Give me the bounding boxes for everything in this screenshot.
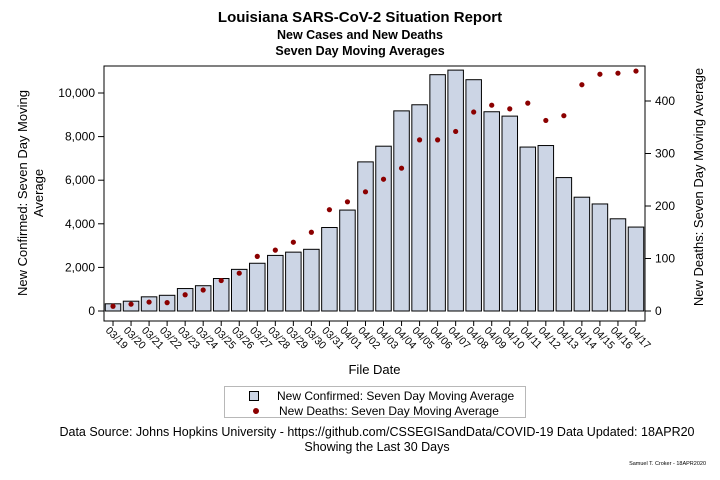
death-point-03-19 [110,303,116,309]
y2-axis-label: New Deaths: Seven Day Moving Average [691,68,706,306]
bar-04-04 [393,110,410,312]
bar-04-07 [447,69,464,312]
death-point-04-03 [380,176,387,182]
death-point-04-06 [435,137,441,143]
plot-frame [103,65,646,322]
y2-tick-label-100: 100 [655,252,675,266]
y-tick-label-8000: 8,000 [65,130,95,144]
y-tick-label-0: 0 [88,304,95,318]
legend-label-cases: New Confirmed: Seven Day Moving Average [277,388,515,403]
legend-label-deaths: New Deaths: Seven Day Moving Average [279,403,499,418]
y-axis-label-line-1: New Confirmed: Seven Day Moving [15,90,30,296]
bar-03-31 [321,227,338,312]
death-point-04-10 [507,106,513,112]
bar-03-30 [303,248,320,312]
death-point-04-01 [344,199,351,205]
death-point-03-29 [290,239,296,245]
bar-04-13 [555,177,573,312]
death-point-04-16 [615,70,621,76]
legend-item-deaths: New Deaths: Seven Day Moving Average [249,403,499,418]
bar-03-25 [212,278,230,312]
legend-item-cases: New Confirmed: Seven Day Moving Average [249,388,514,403]
death-point-03-21 [146,299,152,305]
death-point-04-07 [453,128,459,135]
y-tick-label-6000: 6,000 [65,173,95,187]
bar-04-15 [591,203,609,312]
bar-03-23 [176,288,194,312]
footnote-source: Data Source: Johns Hopkins University - … [59,425,695,439]
death-point-03-31 [326,207,333,213]
bar-04-08 [465,79,482,312]
bar-04-01 [339,209,356,312]
bar-04-06 [429,74,446,312]
title-block: Louisiana SARS-CoV-2 Situation Report Ne… [0,8,720,59]
bar-04-14 [573,196,591,312]
bar-04-12 [537,145,555,312]
y-axis-label-line-2: Average [31,169,46,217]
bar-04-11 [519,146,537,312]
chart-title: Louisiana SARS-CoV-2 Situation Report [217,9,503,26]
y-tick-label-2000: 2,000 [65,260,95,274]
death-point-04-15 [597,71,603,77]
y2-tick-label-400: 400 [655,94,675,108]
bar-04-16 [609,218,627,312]
death-point-03-27 [254,253,260,259]
y2-tick-label-0: 0 [655,304,662,318]
death-point-04-14 [579,82,585,88]
signature: Samuel T. Croker - 18APR2020 [629,461,706,467]
legend-dot-swatch [253,407,259,414]
death-point-04-02 [362,189,369,195]
x-axis-label: File Date [348,362,400,377]
death-point-03-23 [182,292,188,298]
death-point-04-05 [416,137,423,143]
footnote-range: Showing the Last 30 Days [304,440,450,454]
legend-bar-swatch [249,390,259,401]
chart-subtitle-2: Seven Day Moving Averages [275,44,445,58]
y-tick-label-10000: 10,000 [58,86,95,100]
chart-subtitle-1: New Cases and New Deaths [276,28,444,42]
legend: New Confirmed: Seven Day Moving Average … [224,386,526,418]
death-point-03-25 [218,277,224,284]
bar-04-02 [357,161,374,312]
death-point-03-26 [236,270,242,276]
bar-04-09 [483,111,500,312]
death-point-03-24 [200,287,206,293]
y-axis-label: New Confirmed: Seven Day MovingAverage [15,90,46,296]
death-point-03-22 [164,300,170,306]
bar-03-29 [285,251,302,312]
death-point-04-09 [489,102,495,108]
y-tick-label-4000: 4,000 [65,217,95,231]
death-point-04-13 [561,113,567,119]
y2-tick-label-300: 300 [655,147,675,161]
y2-tick-label-200: 200 [655,199,675,213]
death-point-04-11 [525,100,531,106]
bar-04-05 [411,104,428,312]
death-point-03-20 [128,301,134,307]
death-point-03-28 [272,247,278,253]
bar-03-28 [267,254,284,312]
bar-03-26 [231,268,248,312]
death-point-04-04 [398,165,405,171]
bar-04-10 [501,115,519,312]
death-point-04-08 [471,109,477,115]
bar-03-24 [194,285,212,312]
bar-03-27 [249,262,266,312]
death-point-04-17 [633,68,639,74]
death-point-03-30 [308,229,314,235]
bar-04-17 [627,226,645,312]
death-point-04-12 [543,117,549,124]
bar-04-03 [375,145,392,312]
